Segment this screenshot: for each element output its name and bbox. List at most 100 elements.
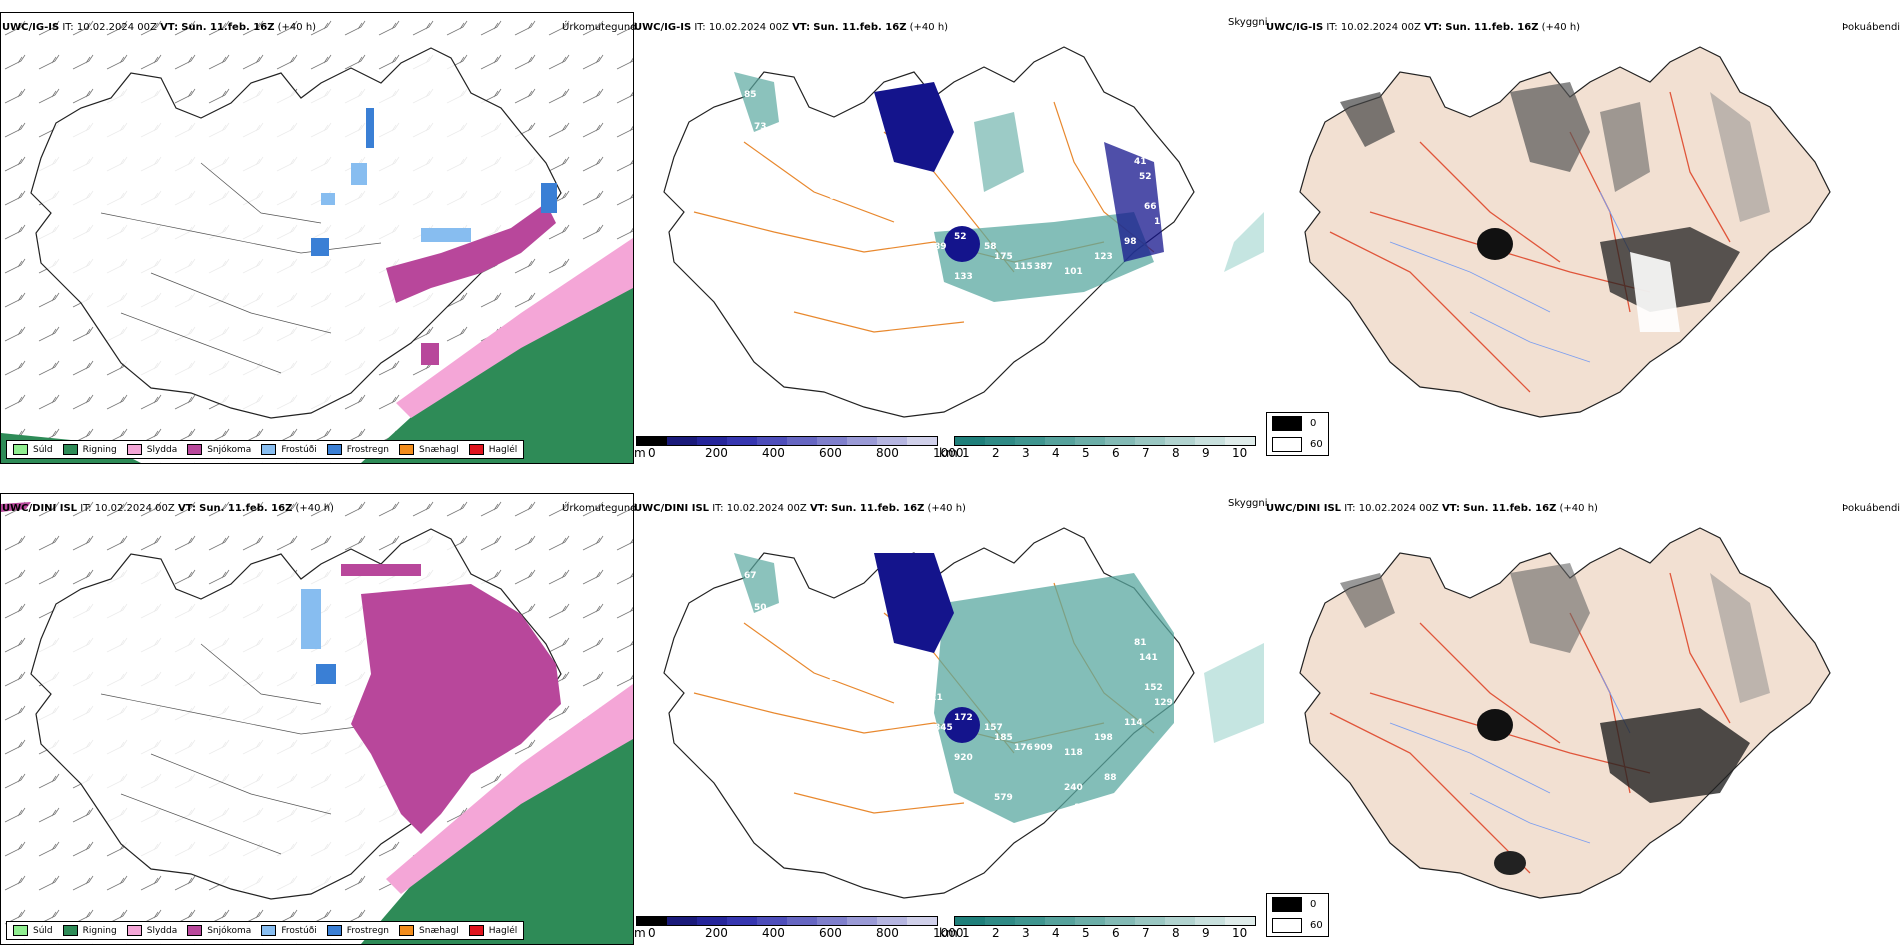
vis-m-bin	[907, 437, 937, 445]
iceland-coast	[663, 46, 1195, 418]
vis-m-bin	[817, 437, 847, 445]
vt-value: Sun. 11.feb. 16Z	[831, 503, 925, 514]
vis-km-tick: 7	[1142, 446, 1150, 460]
vis-m-unit: m	[634, 926, 646, 940]
it-label: IT:	[1344, 503, 1356, 514]
legend-label: Snæhagl	[419, 925, 459, 936]
precip-legend-item: Frostregn	[326, 925, 389, 936]
vis-km-bin	[1045, 437, 1075, 445]
vis-km-tick: 1	[962, 926, 970, 940]
vis-value-label: 175	[994, 252, 1013, 262]
vis-km-unit: km	[939, 926, 958, 940]
fog-legend-item: 60	[1267, 915, 1328, 936]
it-label: IT:	[62, 22, 74, 33]
vis-m-tick: 0	[648, 446, 656, 460]
vis-km-tick: 9	[1202, 446, 1210, 460]
vis-m-tick: 800	[876, 446, 899, 460]
run-info-top-2: UWC/IG-IS IT: 10.02.2024 00Z VT: Sun. 11…	[634, 22, 948, 33]
vis-value-label: 129	[1154, 698, 1173, 708]
legend-swatch	[62, 444, 78, 455]
vis-m-bin	[907, 917, 937, 925]
lead-time: (+40 h)	[909, 22, 949, 33]
it-value: 10.02.2024 00Z	[94, 503, 175, 514]
vis-km-tick: 10	[1232, 446, 1248, 460]
vis-km-bin	[955, 917, 985, 925]
vis-value-label: 95	[914, 257, 927, 267]
it-label: IT:	[80, 503, 92, 514]
vis-km-bin	[1015, 437, 1045, 445]
legend-swatch	[399, 925, 415, 936]
precip-legend-item: Frostregn	[326, 444, 389, 455]
vis-km-bin	[985, 917, 1015, 925]
vis-m-bin	[877, 437, 907, 445]
fog-legend-swatch	[1272, 437, 1302, 452]
vis-km-bin	[1075, 917, 1105, 925]
vis-value-label: 52	[1139, 172, 1152, 182]
it-value: 10.02.2024 00Z	[708, 22, 789, 33]
vis-m-tick: 400	[762, 446, 785, 460]
precip-legend-item: Snjókoma	[187, 444, 251, 455]
iceland-coast	[1299, 527, 1831, 899]
vis-value-label: 108	[924, 212, 943, 222]
precip-legend-item: Frostúði	[261, 444, 317, 455]
vis-value-label: 920	[954, 753, 973, 763]
vt-value: Sun. 11.feb. 16Z	[813, 22, 907, 33]
precip-map-top	[1, 13, 633, 463]
fog-legend-top: 0 60	[1266, 412, 1329, 456]
vis-m-tick: 1000	[933, 926, 964, 940]
vis-km-bin	[1225, 917, 1255, 925]
vis-value-label: 114	[1124, 718, 1143, 728]
vis-m-bin	[757, 917, 787, 925]
vis-m-bin	[637, 917, 667, 925]
model-name: UWC/DINI ISL	[634, 503, 710, 514]
vis-value-label: 141	[1139, 653, 1158, 663]
vis-low-area	[874, 82, 954, 172]
iceland-coast	[30, 47, 562, 419]
vis-km-tick: 1	[962, 446, 970, 460]
precip-map-bottom	[1, 494, 633, 944]
vt-value: Sun. 11.feb. 16Z	[181, 22, 275, 33]
vis-value-label: 68	[834, 152, 847, 162]
vis-value-label: 73	[754, 122, 767, 132]
vis-moderate-area	[934, 212, 1154, 302]
model-name: UWC/IG-IS	[2, 22, 60, 33]
vis-value-label: 198	[1094, 733, 1113, 743]
legend-swatch	[62, 925, 78, 936]
legend-label: Frostúði	[281, 444, 317, 455]
vis-m-bin	[847, 437, 877, 445]
legend-swatch	[187, 444, 203, 455]
legend-label: Rigning	[82, 444, 117, 455]
vis-value-label: 123	[1094, 252, 1113, 262]
vis-km-bin	[1045, 917, 1075, 925]
vis-value-label: 115	[1014, 262, 1033, 272]
legend-label: Snjókoma	[207, 925, 252, 936]
vt-value: Sun. 11.feb. 16Z	[1445, 22, 1539, 33]
fog-legend-item: 60	[1267, 434, 1328, 455]
vis-value-label: 81	[1134, 638, 1147, 648]
legend-swatch	[126, 925, 142, 936]
vis-m-tick: 400	[762, 926, 785, 940]
model-name: UWC/IG-IS	[634, 22, 692, 33]
vis-m-bin	[847, 917, 877, 925]
lead-time: (+40 h)	[1541, 22, 1581, 33]
fog-map-bottom	[1299, 527, 1831, 899]
lead-time: (+40 h)	[277, 22, 317, 33]
vis-m-bin	[877, 917, 907, 925]
vis-m-tick: 600	[819, 446, 842, 460]
vis-value-label: 50	[754, 603, 767, 613]
precip-legend-item: Haglél	[468, 925, 517, 936]
visibility-panel-top	[634, 12, 1264, 442]
vis-km-tick: 9	[1202, 926, 1210, 940]
vis-m-tick: 1000	[933, 446, 964, 460]
vis-value-label: 579	[994, 793, 1013, 803]
vt-label: VT:	[809, 503, 828, 514]
vis-km-bin	[985, 437, 1015, 445]
vis-km-bin	[1105, 917, 1135, 925]
legend-label: Súld	[33, 925, 53, 936]
vt-label: VT:	[177, 503, 196, 514]
vis-km-tick: 8	[1172, 446, 1180, 460]
vis-m-bin	[727, 917, 757, 925]
vis-value-label: 61	[804, 593, 817, 603]
it-value: 10.02.2024 00Z	[726, 503, 807, 514]
vis-km-bin	[1135, 917, 1165, 925]
